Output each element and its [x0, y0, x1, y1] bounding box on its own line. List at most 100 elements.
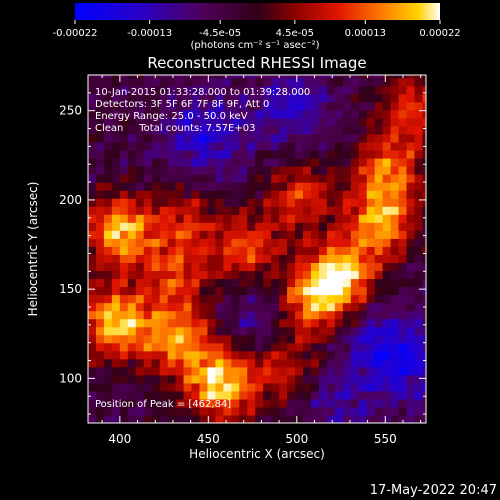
image-cell	[374, 101, 384, 111]
image-cell	[318, 214, 328, 223]
image-cell	[95, 75, 105, 79]
image-cell	[255, 350, 264, 360]
image-cell	[310, 157, 320, 167]
image-cell	[414, 230, 424, 239]
image-cell	[247, 326, 256, 336]
image-cell	[390, 286, 400, 296]
image-cell	[127, 141, 137, 151]
image-cell	[263, 262, 272, 272]
image-cell	[287, 133, 296, 143]
image-cell	[255, 109, 264, 119]
image-cell	[382, 310, 392, 320]
image-cell	[183, 101, 193, 111]
image-cell	[406, 117, 416, 127]
image-cell	[430, 311, 439, 320]
image-cell	[430, 375, 439, 384]
image-cell	[422, 133, 426, 143]
image-cell	[350, 406, 360, 416]
image-cell	[247, 318, 256, 328]
image-cell	[422, 390, 426, 400]
image-cell	[255, 77, 264, 87]
image-cell	[366, 109, 376, 119]
image-cell	[119, 326, 129, 336]
image-cell	[103, 238, 113, 247]
image-cell	[263, 230, 272, 239]
image-cell	[334, 85, 344, 95]
image-cell	[287, 334, 296, 344]
image-cell	[406, 358, 416, 368]
image-cell	[414, 246, 424, 255]
image-cell	[366, 182, 376, 191]
image-cell	[263, 382, 272, 392]
image-cell	[366, 85, 376, 95]
image-cell	[295, 414, 304, 423]
image-cell	[143, 390, 153, 400]
image-cell	[175, 238, 185, 247]
image-cell	[247, 85, 256, 95]
image-cell	[374, 350, 384, 360]
image-cell	[239, 166, 248, 175]
image-cell	[207, 206, 217, 215]
image-cell	[183, 366, 193, 376]
image-cell	[422, 166, 426, 175]
image-cell	[207, 182, 217, 191]
image-cell	[239, 414, 248, 423]
image-cell	[326, 358, 336, 368]
image-cell	[342, 109, 352, 119]
image-cell	[127, 174, 137, 183]
image-cell	[119, 182, 129, 191]
image-cell	[342, 286, 352, 296]
image-cell	[295, 77, 304, 87]
image-cell	[239, 326, 248, 336]
image-cell	[279, 77, 288, 87]
image-cell	[414, 358, 424, 368]
image-cell	[287, 109, 296, 119]
image-cell	[318, 286, 328, 296]
image-cell	[255, 382, 264, 392]
image-cell	[111, 318, 121, 328]
image-cell	[287, 254, 296, 263]
image-cell	[159, 182, 169, 191]
image-cell	[151, 390, 161, 400]
image-cell	[95, 326, 105, 336]
image-cell	[366, 294, 376, 304]
image-cell	[239, 246, 248, 255]
image-cell	[135, 398, 145, 408]
image-cell	[342, 133, 352, 143]
image-cell	[374, 342, 384, 352]
image-cell	[199, 350, 209, 360]
image-cell	[406, 414, 416, 423]
image-cell	[342, 270, 352, 280]
image-cell	[398, 318, 408, 328]
image-cell	[96, 62, 105, 71]
image-cell	[318, 278, 328, 288]
image-cell	[103, 133, 113, 143]
image-cell	[135, 310, 145, 320]
image-cell	[382, 166, 392, 175]
image-cell	[334, 326, 344, 336]
image-cell	[295, 190, 304, 199]
image-cell	[103, 254, 113, 263]
image-cell	[183, 302, 193, 312]
image-cell	[207, 222, 217, 231]
image-cell	[295, 166, 304, 175]
image-cell	[255, 149, 264, 159]
image-cell	[430, 110, 439, 119]
image-cell	[358, 246, 368, 255]
image-cell	[143, 382, 153, 392]
image-cell	[119, 390, 129, 400]
image-cell	[255, 278, 264, 288]
image-cell	[287, 238, 296, 247]
image-cell	[135, 174, 145, 183]
image-cell	[175, 414, 185, 423]
image-cell	[310, 125, 320, 135]
image-cell	[310, 262, 320, 272]
image-cell	[422, 278, 426, 288]
image-cell	[136, 62, 145, 71]
image-cell	[382, 366, 392, 376]
image-cell	[358, 109, 368, 119]
image-cell	[342, 254, 352, 263]
image-cell	[207, 125, 217, 135]
image-cell	[318, 238, 328, 247]
image-cell	[231, 85, 240, 95]
